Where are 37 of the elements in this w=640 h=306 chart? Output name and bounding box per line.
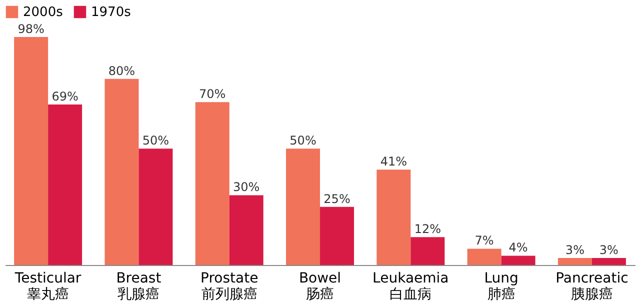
x-tick-label: Bowel 肠癌	[298, 270, 342, 302]
data-label: 25%	[324, 192, 350, 206]
bar	[138, 148, 173, 265]
bar	[48, 104, 82, 265]
data-label: 3%	[599, 243, 618, 258]
bar	[410, 237, 445, 265]
data-label: 7%	[474, 234, 494, 248]
data-label: 70%	[199, 87, 226, 102]
data-label: 12%	[414, 222, 441, 236]
data-label: 4%	[508, 240, 528, 255]
data-label: 80%	[108, 64, 136, 78]
bar	[467, 248, 502, 265]
bar	[501, 256, 536, 265]
bar	[14, 37, 48, 265]
bar	[286, 148, 320, 265]
data-label: 50%	[142, 134, 170, 148]
legend-label: 1970s	[91, 5, 132, 20]
x-tick-label: Breast 乳腺癌	[116, 270, 162, 302]
bar	[320, 206, 354, 265]
legend-label: 2000s	[23, 5, 64, 20]
bar	[376, 170, 411, 265]
x-tick-label: Prostate 前列腺癌	[200, 270, 258, 302]
data-label: 41%	[380, 154, 407, 169]
bar	[195, 102, 230, 265]
data-label: 69%	[52, 89, 78, 104]
data-label: 30%	[233, 180, 260, 194]
data-label: 98%	[18, 22, 44, 36]
bar	[592, 258, 626, 265]
bar	[229, 195, 264, 265]
x-tick-label: Lung 肺癌	[484, 270, 518, 302]
x-tick-label: Leukaemia 白血病	[372, 270, 449, 302]
bar	[104, 78, 139, 265]
x-tick-label: Testicular 睾丸癌	[14, 270, 82, 302]
data-label: 50%	[290, 134, 316, 148]
data-label: 3%	[565, 243, 584, 258]
bar	[558, 258, 592, 265]
x-tick-label: Pancreatic 胰腺癌	[556, 270, 628, 302]
